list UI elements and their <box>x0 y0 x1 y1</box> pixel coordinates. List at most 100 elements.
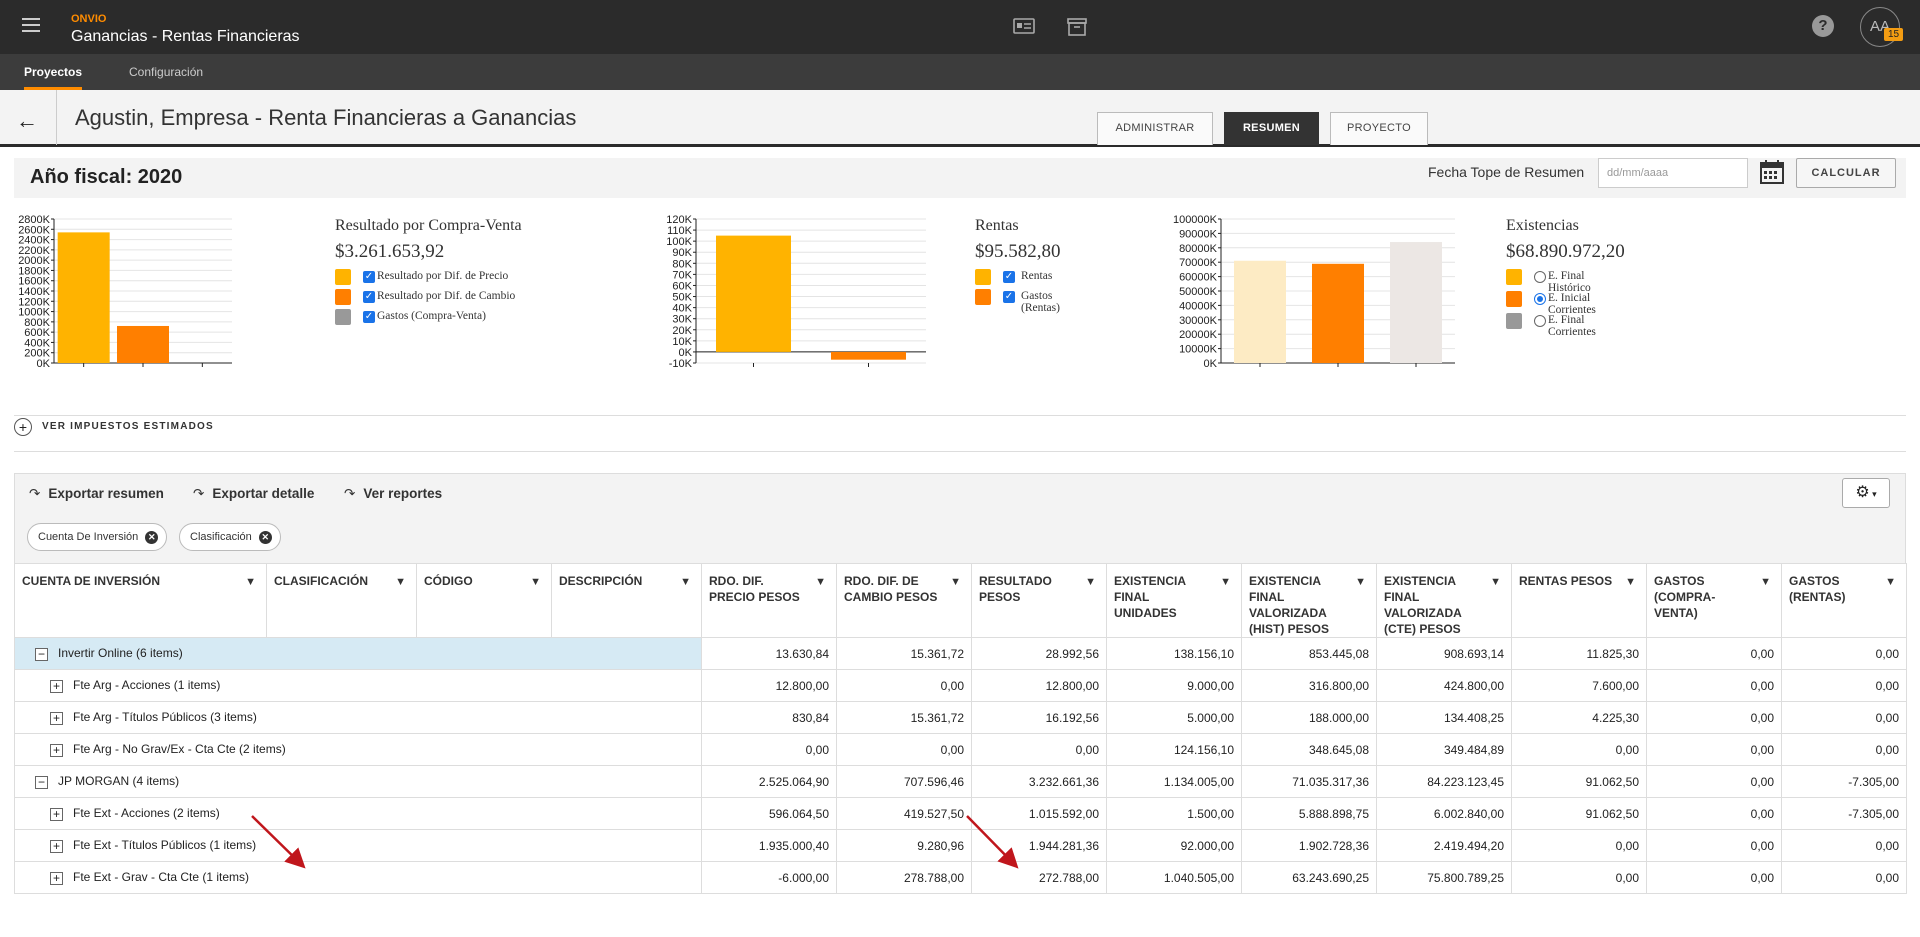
y-tick-label: 0K <box>1204 358 1218 370</box>
y-tick-label: 20K <box>672 325 692 337</box>
fecha-tope-label: Fecha Tope de Resumen <box>1428 164 1585 180</box>
filter-dropdown-icon[interactable]: ▼ <box>680 576 691 588</box>
menu-icon[interactable] <box>22 18 40 32</box>
calcular-button[interactable]: CALCULAR <box>1796 158 1896 188</box>
app-title: Ganancias - Rentas Financieras <box>71 28 300 45</box>
y-tick-label: 60K <box>672 280 692 292</box>
expand-icon[interactable]: + <box>50 711 63 725</box>
y-tick-label: 50K <box>672 292 692 304</box>
column-header[interactable]: EXISTENCIA FINAL VALORIZADA (HIST) PESOS… <box>1241 563 1377 638</box>
value-cell: 1.015.592,00 <box>971 797 1107 830</box>
expand-icon[interactable]: + <box>50 871 63 885</box>
ver-impuestos-toggle[interactable]: + VER IMPUESTOS ESTIMADOS <box>14 416 1906 438</box>
y-tick-label: 40K <box>672 303 692 315</box>
chart-compra-venta: 0K200K400K600K800K1000K1200K1400K1600K18… <box>18 214 232 370</box>
group-cell: − Invertir Online (6 items) <box>14 637 702 670</box>
settings-gear-icon[interactable]: ⚙ ▾ <box>1842 478 1890 508</box>
calendar-icon[interactable] <box>1760 160 1784 189</box>
y-tick-label: 1400K <box>18 286 50 298</box>
bar-gastos-rentas-[interactable] <box>831 351 906 360</box>
filter-dropdown-icon[interactable]: ▼ <box>395 576 406 588</box>
column-header[interactable]: RESULTADO PESOS ▼ <box>971 563 1107 638</box>
column-header[interactable]: CUENTA DE INVERSIÓN ▼ <box>14 563 267 638</box>
chip-cuenta-inversion[interactable]: Cuenta De Inversión ✕ <box>27 523 168 551</box>
checkbox-dif-precio[interactable]: ✓ <box>363 271 375 283</box>
collapse-icon[interactable]: − <box>35 775 48 789</box>
divider <box>14 415 1906 416</box>
plus-circle-icon[interactable]: + <box>14 418 32 436</box>
column-header[interactable]: GASTOS (COMPRA-VENTA) ▼ <box>1646 563 1782 638</box>
expand-icon[interactable]: + <box>50 743 63 757</box>
tab-proyecto[interactable]: PROYECTO <box>1330 112 1428 145</box>
column-header[interactable]: DESCRIPCIÓN ▼ <box>551 563 702 638</box>
tab-administrar[interactable]: ADMINISTRAR <box>1097 112 1213 145</box>
legend-label: Gastos (Compra-Venta) <box>377 310 486 322</box>
checkbox-dif-cambio[interactable]: ✓ <box>363 291 375 303</box>
table-row: + Fte Arg - No Grav/Ex - Cta Cte (2 items… <box>14 733 1907 766</box>
column-header[interactable]: EXISTENCIA FINAL VALORIZADA (CTE) PESOS ▼ <box>1376 563 1512 638</box>
remove-chip-icon[interactable]: ✕ <box>258 531 272 544</box>
tab-proyectos[interactable]: Proyectos <box>24 54 83 90</box>
column-header[interactable]: RENTAS PESOS ▼ <box>1511 563 1647 638</box>
export-detail-button[interactable]: ↷ Exportar detalle <box>193 486 314 502</box>
y-tick-label: 1800K <box>18 265 50 277</box>
value-cell: 419.527,50 <box>836 797 972 830</box>
expand-icon[interactable]: + <box>50 679 63 693</box>
column-header[interactable]: EXISTENCIA FINAL UNIDADES ▼ <box>1106 563 1242 638</box>
checkbox-rentas[interactable]: ✓ <box>1003 271 1015 283</box>
filter-dropdown-icon[interactable]: ▼ <box>815 576 826 588</box>
filter-dropdown-icon[interactable]: ▼ <box>1220 576 1231 588</box>
value-cell: 0,00 <box>1511 733 1647 766</box>
legend-label: E. Final Histórico <box>1548 270 1591 294</box>
column-header-label: RDO. DIF. DE CAMBIO PESOS <box>844 574 938 604</box>
bar-e-final-corrientes[interactable] <box>1390 242 1442 363</box>
help-icon[interactable]: ? <box>1812 15 1834 37</box>
fecha-tope-input[interactable]: dd/mm/aaaa <box>1598 158 1748 188</box>
bar-e-final-hist-rico[interactable] <box>1234 260 1286 363</box>
radio-final-historico[interactable] <box>1534 271 1546 283</box>
collapse-icon[interactable]: − <box>35 647 48 661</box>
y-tick-label: 0K <box>37 358 51 370</box>
ver-reportes-button[interactable]: ↷ Ver reportes <box>344 486 442 502</box>
export-icon: ↷ <box>29 486 41 501</box>
bar-rentas[interactable] <box>716 235 791 352</box>
column-header[interactable]: CLASIFICACIÓN ▼ <box>266 563 417 638</box>
filter-dropdown-icon[interactable]: ▼ <box>1625 576 1636 588</box>
id-card-icon[interactable] <box>1013 17 1035 40</box>
export-summary-button[interactable]: ↷ Exportar resumen <box>29 486 164 502</box>
filter-dropdown-icon[interactable]: ▼ <box>1355 576 1366 588</box>
bar-resultado-por-dif-de-cambio[interactable] <box>117 325 169 363</box>
group-label: Fte Ext - Títulos Públicos (1 items) <box>73 838 257 853</box>
summary-title: Existencias <box>1506 217 1579 234</box>
expand-icon[interactable]: + <box>50 839 63 853</box>
filter-dropdown-icon[interactable]: ▼ <box>1760 576 1771 588</box>
y-tick-label: 80000K <box>1179 243 1218 255</box>
filter-dropdown-icon[interactable]: ▼ <box>1085 576 1096 588</box>
filter-dropdown-icon[interactable]: ▼ <box>530 576 541 588</box>
y-tick-label: 30000K <box>1179 315 1218 327</box>
tab-resumen[interactable]: RESUMEN <box>1224 112 1319 145</box>
filter-dropdown-icon[interactable]: ▼ <box>1885 576 1896 588</box>
radio-inicial-corrientes[interactable] <box>1534 293 1546 305</box>
bar-resultado-por-dif-de-precio[interactable] <box>57 232 110 363</box>
chip-clasificacion[interactable]: Clasificación ✕ <box>179 523 281 551</box>
filter-dropdown-icon[interactable]: ▼ <box>1490 576 1501 588</box>
checkbox-gastos[interactable]: ✓ <box>363 311 375 323</box>
archive-icon[interactable] <box>1066 17 1088 42</box>
column-header[interactable]: CÓDIGO ▼ <box>416 563 552 638</box>
tab-configuracion[interactable]: Configuración <box>129 65 204 79</box>
swatch-gastos <box>335 309 351 325</box>
column-header[interactable]: RDO. DIF. DE CAMBIO PESOS ▼ <box>836 563 972 638</box>
value-cell: 7.600,00 <box>1511 669 1647 702</box>
value-cell: 3.232.661,36 <box>971 765 1107 798</box>
expand-icon[interactable]: + <box>50 807 63 821</box>
bar-e-inicial-corrientes[interactable] <box>1312 263 1364 363</box>
checkbox-gastos-rentas[interactable]: ✓ <box>1003 291 1015 303</box>
filter-dropdown-icon[interactable]: ▼ <box>950 576 961 588</box>
back-arrow-icon[interactable]: ← <box>16 108 38 133</box>
filter-dropdown-icon[interactable]: ▼ <box>245 576 256 588</box>
remove-chip-icon[interactable]: ✕ <box>145 531 159 544</box>
column-header[interactable]: GASTOS (RENTAS) ▼ <box>1781 563 1907 638</box>
radio-final-corrientes[interactable] <box>1534 315 1546 327</box>
value-cell: 0,00 <box>1646 861 1782 894</box>
